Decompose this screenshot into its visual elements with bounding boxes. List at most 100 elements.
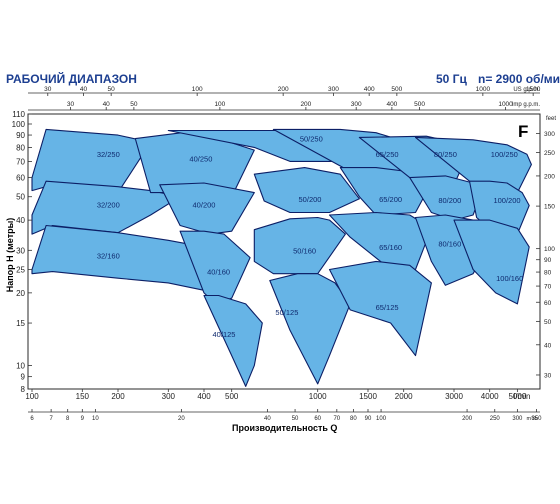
x2-tick-label: 50 — [292, 416, 299, 422]
x2-tick-label: 350 — [531, 416, 542, 422]
us-tick-label: 30 — [44, 86, 52, 93]
x-unit-label: l/min — [514, 392, 531, 401]
us-tick-label: 500 — [391, 86, 402, 93]
x2-tick-label: 7 — [49, 416, 53, 422]
x-tick-label: 100 — [25, 392, 39, 401]
x-tick-label: 1000 — [309, 392, 327, 401]
pump-regions — [31, 128, 532, 387]
y2-tick-label: 50 — [544, 319, 552, 326]
x2-tick-label: 90 — [365, 416, 372, 422]
bottom-axes: 100 150 200 300 400 500 1000 1500 2000 3000 4000 50… — [25, 389, 542, 422]
region-label: 65/160 — [379, 243, 402, 252]
region-label: 50/125 — [275, 308, 298, 317]
y-tick-label: 9 — [21, 373, 26, 382]
y2-tick-label: 40 — [544, 342, 552, 349]
y-tick-label: 8 — [21, 385, 26, 394]
y2-tick-label: 150 — [544, 204, 555, 211]
x-tick-label: 500 — [225, 392, 239, 401]
region-label: 100/160 — [496, 274, 523, 283]
region-labels: 32/250 32/200 32/160 40/250 40/200 40/160 40/1… — [97, 135, 523, 340]
x-tick-label: 2000 — [395, 392, 413, 401]
region-label: 32/200 — [97, 200, 120, 209]
region-label: 50/160 — [293, 246, 316, 255]
y-tick-label: 90 — [16, 131, 25, 140]
y-tick-label: 25 — [16, 265, 25, 274]
y2-unit-label: feet — [546, 116, 556, 122]
y-tick-label: 110 — [12, 110, 25, 119]
y-tick-label: 60 — [16, 174, 25, 183]
region-label: 40/200 — [193, 200, 216, 209]
region-label: 100/200 — [493, 196, 520, 205]
x-axis-label: Производительность Q — [232, 423, 337, 433]
y-axis-label: Напор H (метры) — [5, 218, 15, 293]
region-40-125 — [203, 294, 263, 387]
y-tick-label: 50 — [16, 193, 25, 202]
us-tick-label: 300 — [328, 86, 339, 93]
region-40-160 — [179, 230, 251, 305]
y-tick-label: 80 — [16, 143, 25, 152]
x2-tick-label: 20 — [178, 416, 185, 422]
us-tick-label: 1000 — [476, 86, 491, 93]
x2-tick-label: 60 — [314, 416, 321, 422]
region-40-200 — [159, 182, 255, 235]
region-50-160 — [253, 216, 346, 275]
region-label: 40/125 — [213, 330, 236, 339]
us-tick-label: 100 — [192, 86, 203, 93]
x2-unit-label: m³/h — [527, 416, 538, 422]
region-label: 50/250 — [300, 135, 323, 144]
y2-tick-label: 90 — [544, 257, 552, 264]
region-label: 80/200 — [438, 196, 461, 205]
region-label: 65/200 — [379, 195, 402, 204]
us-tick-label: 50 — [108, 86, 116, 93]
y2-tick-label: 60 — [544, 300, 552, 307]
y-tick-label: 10 — [16, 362, 25, 371]
x-tick-label: 200 — [111, 392, 125, 401]
region-100-160 — [453, 219, 530, 305]
region-label: 80/160 — [438, 240, 461, 249]
y-tick-label: 30 — [16, 246, 25, 255]
y2-tick-label: 250 — [544, 150, 555, 157]
imp-tick-label: 400 — [386, 101, 397, 108]
chart-title: РАБОЧИЙ ДИАПАЗОН — [6, 72, 137, 86]
region-label: 32/250 — [97, 150, 120, 159]
imp-tick-label: 30 — [67, 101, 75, 108]
region-label: 65/250 — [376, 150, 399, 159]
x2-tick-label: 6 — [30, 416, 34, 422]
region-label: 40/160 — [207, 268, 230, 277]
x-tick-label: 1500 — [359, 392, 377, 401]
region-32-250 — [31, 128, 152, 194]
region-label: 100/250 — [491, 150, 518, 159]
x-tick-label: 5000 — [508, 392, 526, 401]
x2-tick-label: 80 — [350, 416, 357, 422]
y-tick-label: 70 — [16, 157, 25, 166]
y2-tick-label: 200 — [544, 173, 555, 180]
region-label: 32/160 — [97, 252, 120, 261]
y-tick-label: 20 — [16, 289, 25, 298]
speed-label: n= 2900 об/мин — [478, 72, 560, 86]
x2-tick-label: 40 — [264, 416, 271, 422]
y2-tick-label: 80 — [544, 270, 552, 277]
imp-tick-label: 100 — [214, 101, 225, 108]
x2-tick-label: 100 — [376, 416, 387, 422]
x2-tick-label: 300 — [512, 416, 523, 422]
region-50-200 — [253, 167, 360, 214]
region-label: 80/250 — [434, 150, 457, 159]
curve-family-letter: F — [518, 122, 528, 141]
x2-tick-label: 8 — [66, 416, 70, 422]
region-label: 40/250 — [189, 155, 212, 164]
x-tick-label: 3000 — [445, 392, 463, 401]
imp-tick-label: 40 — [103, 101, 111, 108]
y2-tick-label: 100 — [544, 246, 555, 253]
x-tick-label: 400 — [197, 392, 211, 401]
region-32-200 — [31, 180, 181, 235]
y2-tick-label: 30 — [544, 372, 552, 379]
us-tick-label: 200 — [278, 86, 289, 93]
y2-tick-label: 70 — [544, 284, 552, 291]
x-tick-label: 150 — [76, 392, 90, 401]
us-unit-label: US g.p.m. — [513, 87, 540, 93]
us-tick-label: 1500 — [526, 86, 541, 93]
region-65-125 — [328, 260, 432, 357]
